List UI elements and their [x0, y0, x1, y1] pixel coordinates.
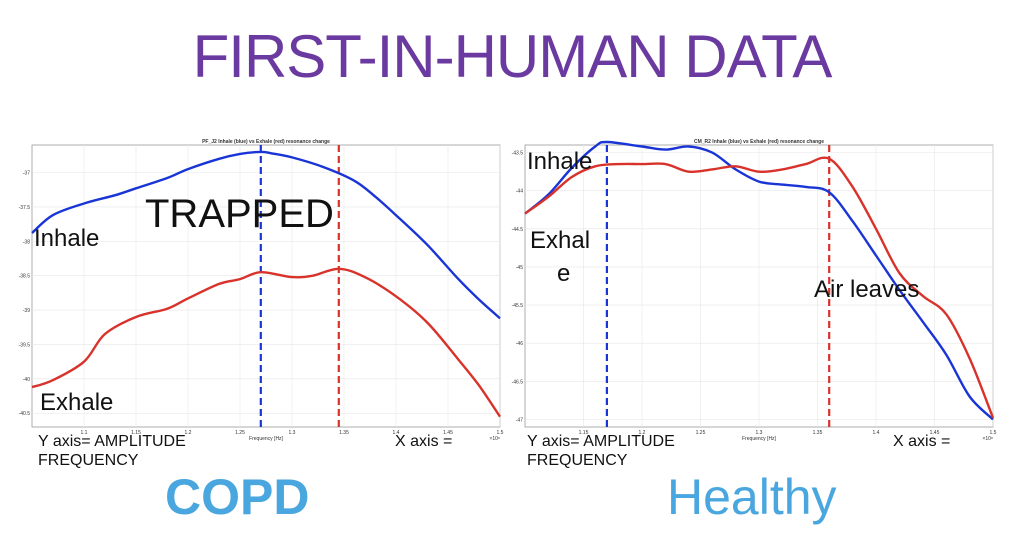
right-yaxis-line2: FREQUENCY — [527, 452, 628, 469]
x-tick-label: 1.45 — [930, 430, 940, 436]
left-exhale-label: Exhale — [40, 389, 114, 416]
y-tick-label: -44 — [516, 189, 523, 195]
right-air-leaves-label: Air leaves — [814, 276, 920, 303]
x-tick-label: 1.45 — [443, 430, 453, 436]
right-xaxis-note: X axis = — [893, 433, 951, 450]
exhale-series-line — [524, 156, 995, 419]
right-yaxis-note: Y axis= AMPLITUDE FREQUENCY — [527, 432, 675, 470]
left-yaxis-note: Y axis= AMPLITUDE FREQUENCY — [38, 432, 186, 470]
inhale-series-line — [31, 150, 501, 320]
x-tick-label: 1.1 — [81, 430, 88, 436]
y-tick-label: -45 — [516, 265, 523, 271]
page-title: FIRST-IN-HUMAN DATA — [192, 23, 833, 90]
x-tick-label: 1.4 — [393, 430, 400, 436]
plot-frame — [31, 144, 501, 428]
x-exponent-label: ×10⁸ — [489, 436, 500, 442]
x-tick-label: 1.25 — [696, 430, 706, 436]
x-axis-label: Frequency [Hz] — [742, 436, 777, 442]
y-tick-label: -43.5 — [512, 151, 524, 157]
y-tick-label: -44.5 — [512, 227, 524, 233]
x-tick-label: 1.2 — [639, 430, 646, 436]
left-inhale-label: Inhale — [34, 225, 100, 252]
copd-label: COPD — [165, 469, 310, 525]
x-tick-label: 1.15 — [131, 430, 141, 436]
chart-title: PF_J2 Inhale (blue) vs Exhale (red) reso… — [202, 139, 330, 145]
x-tick-label: 1.35 — [813, 430, 823, 436]
healthy-chart: 1.15 1.2 1.25 1.3 1.35 1.4 1.45 1.5 -43.5 -44 -44.… — [512, 139, 997, 442]
y-tick-label: -37 — [23, 171, 30, 177]
right-inhale-label: Inhale — [527, 148, 593, 175]
y-tick-label: -40.5 — [19, 411, 31, 417]
copd-chart: 1.1 1.15 1.2 1.25 1.3 1.35 1.4 1.45 1.5 -37 -37.5 -… — [19, 139, 504, 442]
y-tick-label: -38.5 — [19, 274, 31, 280]
x-axis-label: Frequency [Hz] — [249, 436, 284, 442]
left-xaxis-note: X axis = — [395, 433, 453, 450]
healthy-label: Healthy — [667, 469, 837, 525]
x-tick-label: 1.15 — [579, 430, 589, 436]
inhale-series-line — [524, 140, 994, 421]
x-tick-label: 1.25 — [235, 430, 245, 436]
x-tick-label: 1.4 — [873, 430, 880, 436]
x-exponent-label: ×10⁸ — [982, 436, 993, 442]
y-tick-label: -46 — [516, 341, 523, 347]
y-tick-label: -40 — [23, 377, 30, 383]
left-yaxis-line2: FREQUENCY — [38, 452, 139, 469]
left-yaxis-line1: Y axis= AMPLITUDE — [38, 433, 186, 450]
left-trapped-label: TRAPPED — [145, 192, 334, 236]
chart-title: CM_R2 Inhale (blue) vs Exhale (red) reso… — [694, 139, 824, 145]
x-tick-label: 1.5 — [990, 430, 997, 436]
y-tick-label: -47 — [516, 417, 523, 423]
y-tick-label: -45.5 — [512, 303, 524, 309]
right-exhale-label-line1: Exhal — [530, 227, 591, 254]
y-tick-label: -37.5 — [19, 205, 31, 211]
y-tick-label: -39.5 — [19, 342, 31, 348]
y-tick-label: -46.5 — [512, 379, 524, 385]
x-tick-label: 1.5 — [497, 430, 504, 436]
right-yaxis-line1: Y axis= AMPLITUDE — [527, 433, 675, 450]
x-tick-label: 1.35 — [339, 430, 349, 436]
y-tick-label: -39 — [23, 308, 30, 314]
x-tick-label: 1.3 — [756, 430, 763, 436]
x-tick-label: 1.3 — [289, 430, 296, 436]
right-exhale-label-line2: e — [557, 260, 571, 287]
x-tick-label: 1.2 — [185, 430, 192, 436]
exhale-series-line — [31, 267, 501, 418]
y-tick-label: -38 — [23, 239, 30, 245]
